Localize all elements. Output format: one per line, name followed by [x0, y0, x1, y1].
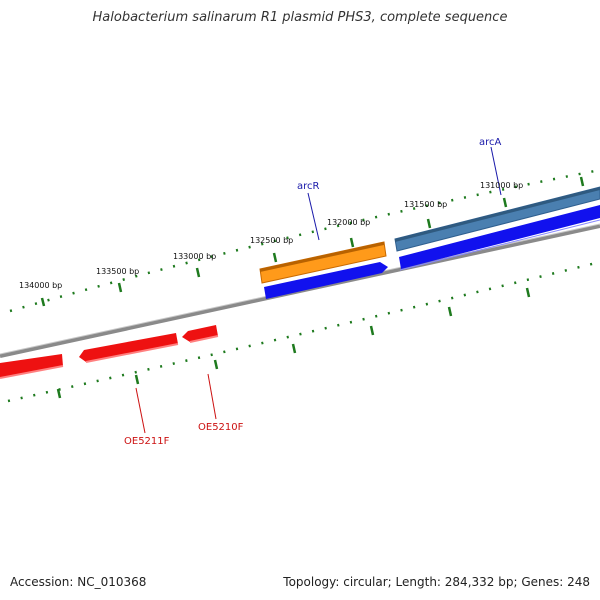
cds-left-edge[interactable] — [0, 354, 63, 378]
scale-label-131000: 131000 bp — [480, 181, 523, 190]
outer-tick-ring — [9, 168, 600, 313]
sequence-summary: Topology: circular; Length: 284,332 bp; … — [283, 575, 590, 589]
gene-label-arcA[interactable]: arcA — [479, 137, 502, 148]
arcR-cds[interactable] — [264, 262, 388, 299]
scale-label-131500: 131500 bp — [404, 200, 447, 209]
oe5211f-callout — [135, 387, 146, 434]
inner-tick-ring — [7, 260, 600, 403]
scale-label-133000: 133000 bp — [173, 252, 216, 261]
scale-label-132000: 132000 bp — [327, 218, 370, 227]
scale-label-133500: 133500 bp — [96, 267, 139, 276]
arcR-callout — [307, 192, 320, 241]
oe5210f-callout — [207, 373, 217, 420]
gene-label-arcR[interactable]: arcR — [297, 181, 320, 192]
gene-label-oe5211f[interactable]: OE5211F — [124, 436, 170, 447]
map-title: Halobacterium salinarum R1 plasmid PHS3,… — [92, 10, 508, 25]
accession-label: Accession: NC_010368 — [10, 575, 147, 589]
arcR-feature[interactable] — [259, 241, 387, 284]
arcA-cds[interactable] — [399, 205, 600, 269]
oe5211f-cds[interactable] — [79, 333, 178, 362]
gene-label-oe5210f[interactable]: OE5210F — [198, 422, 244, 433]
arcA-callout — [490, 146, 502, 196]
scale-label-132500: 132500 bp — [250, 236, 293, 245]
scale-label-134000: 134000 bp — [19, 281, 62, 290]
